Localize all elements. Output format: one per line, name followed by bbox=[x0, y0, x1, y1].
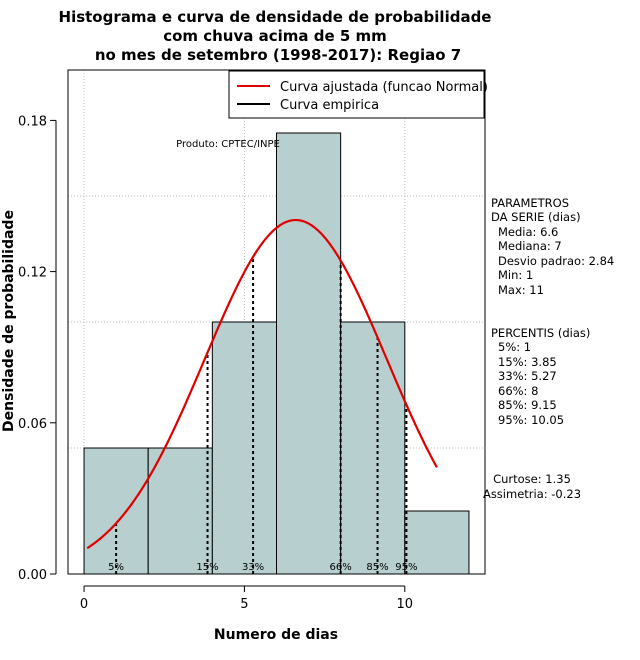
legend-box bbox=[228, 70, 485, 119]
x-tick-label-1: 5 bbox=[240, 597, 248, 612]
y-tick-label-2: 0.12 bbox=[18, 266, 47, 281]
pct-line-1: 5%: 1 bbox=[498, 340, 531, 354]
pct-line-2: 15%: 3.85 bbox=[498, 355, 557, 369]
y-tick-label-3: 0.18 bbox=[18, 114, 47, 129]
histogram-bar-5 bbox=[404, 510, 470, 575]
chart-title-line-1: Histograma e curva de densidade de proba… bbox=[59, 8, 492, 26]
percentis-panel: PERCENTIS (dias) 5%: 1 15%: 3.85 33%: 5.… bbox=[491, 326, 590, 427]
percentile-label-3: 66% bbox=[330, 562, 352, 573]
assimetria-text: Assimetria: -0.23 bbox=[483, 487, 581, 501]
percentile-label-0: 5% bbox=[108, 562, 124, 573]
curve-layer bbox=[86, 218, 438, 550]
param-line-1: DA SERIE (dias) bbox=[491, 210, 581, 224]
param-line-3: Mediana: 7 bbox=[498, 239, 562, 253]
axis-layer: 0 5 10 0.00 0.06 0.12 0.18 bbox=[18, 114, 413, 612]
histogram-bar-4 bbox=[340, 321, 406, 575]
pct-line-0: PERCENTIS (dias) bbox=[491, 326, 590, 340]
x-axis-label: Numero de dias bbox=[214, 627, 338, 643]
y-tick-label-0: 0.00 bbox=[18, 568, 47, 583]
y-tick-label-1: 0.06 bbox=[18, 417, 47, 432]
pct-line-4: 66%: 8 bbox=[498, 384, 538, 398]
bars-layer bbox=[83, 132, 470, 575]
histogram-bar-2 bbox=[211, 321, 278, 575]
param-line-0: PARAMETROS bbox=[491, 196, 569, 210]
histogram-bar-3 bbox=[276, 132, 342, 575]
plot-frame bbox=[67, 69, 486, 575]
param-line-4: Desvio padrao: 2.84 bbox=[498, 254, 614, 268]
param-line-2: Media: 6.6 bbox=[498, 225, 558, 239]
histogram-bar-1 bbox=[147, 447, 213, 575]
param-line-6: Max: 11 bbox=[498, 283, 544, 297]
pct-line-3: 33%: 5.27 bbox=[498, 369, 557, 383]
legend-label-fitted: Curva ajustada (funcao Normal) bbox=[280, 80, 488, 95]
parametros-panel: PARAMETROS DA SERIE (dias) Media: 6.6 Me… bbox=[491, 196, 614, 297]
legend-label-empirical: Curva empirica bbox=[280, 98, 379, 113]
param-line-5: Min: 1 bbox=[498, 268, 533, 282]
chart-title-line-3: no mes de setembro (1998-2017): Regiao 7 bbox=[95, 46, 461, 64]
percentile-lines-layer: 5% 15% 33% 66% 85% 95% bbox=[108, 256, 418, 574]
fitted-normal-curve bbox=[86, 218, 438, 550]
percentile-label-5: 95% bbox=[395, 562, 417, 573]
chart-title-line-2: com chuva acima de 5 mm bbox=[163, 27, 387, 45]
x-tick-label-0: 0 bbox=[80, 597, 88, 612]
pct-line-6: 95%: 10.05 bbox=[498, 413, 564, 427]
percentile-label-1: 15% bbox=[196, 562, 218, 573]
pct-line-5: 85%: 9.15 bbox=[498, 398, 557, 412]
x-tick-label-2: 10 bbox=[397, 597, 414, 612]
legend: Curva ajustada (funcao Normal) Curva emp… bbox=[228, 70, 488, 119]
curtose-text: Curtose: 1.35 bbox=[493, 472, 571, 486]
product-annotation: Produto: CPTEC/INPE bbox=[176, 139, 280, 150]
percentile-label-4: 85% bbox=[366, 562, 388, 573]
percentile-label-2: 33% bbox=[242, 562, 264, 573]
y-axis-label: Densidade de probabilidade bbox=[1, 210, 17, 432]
